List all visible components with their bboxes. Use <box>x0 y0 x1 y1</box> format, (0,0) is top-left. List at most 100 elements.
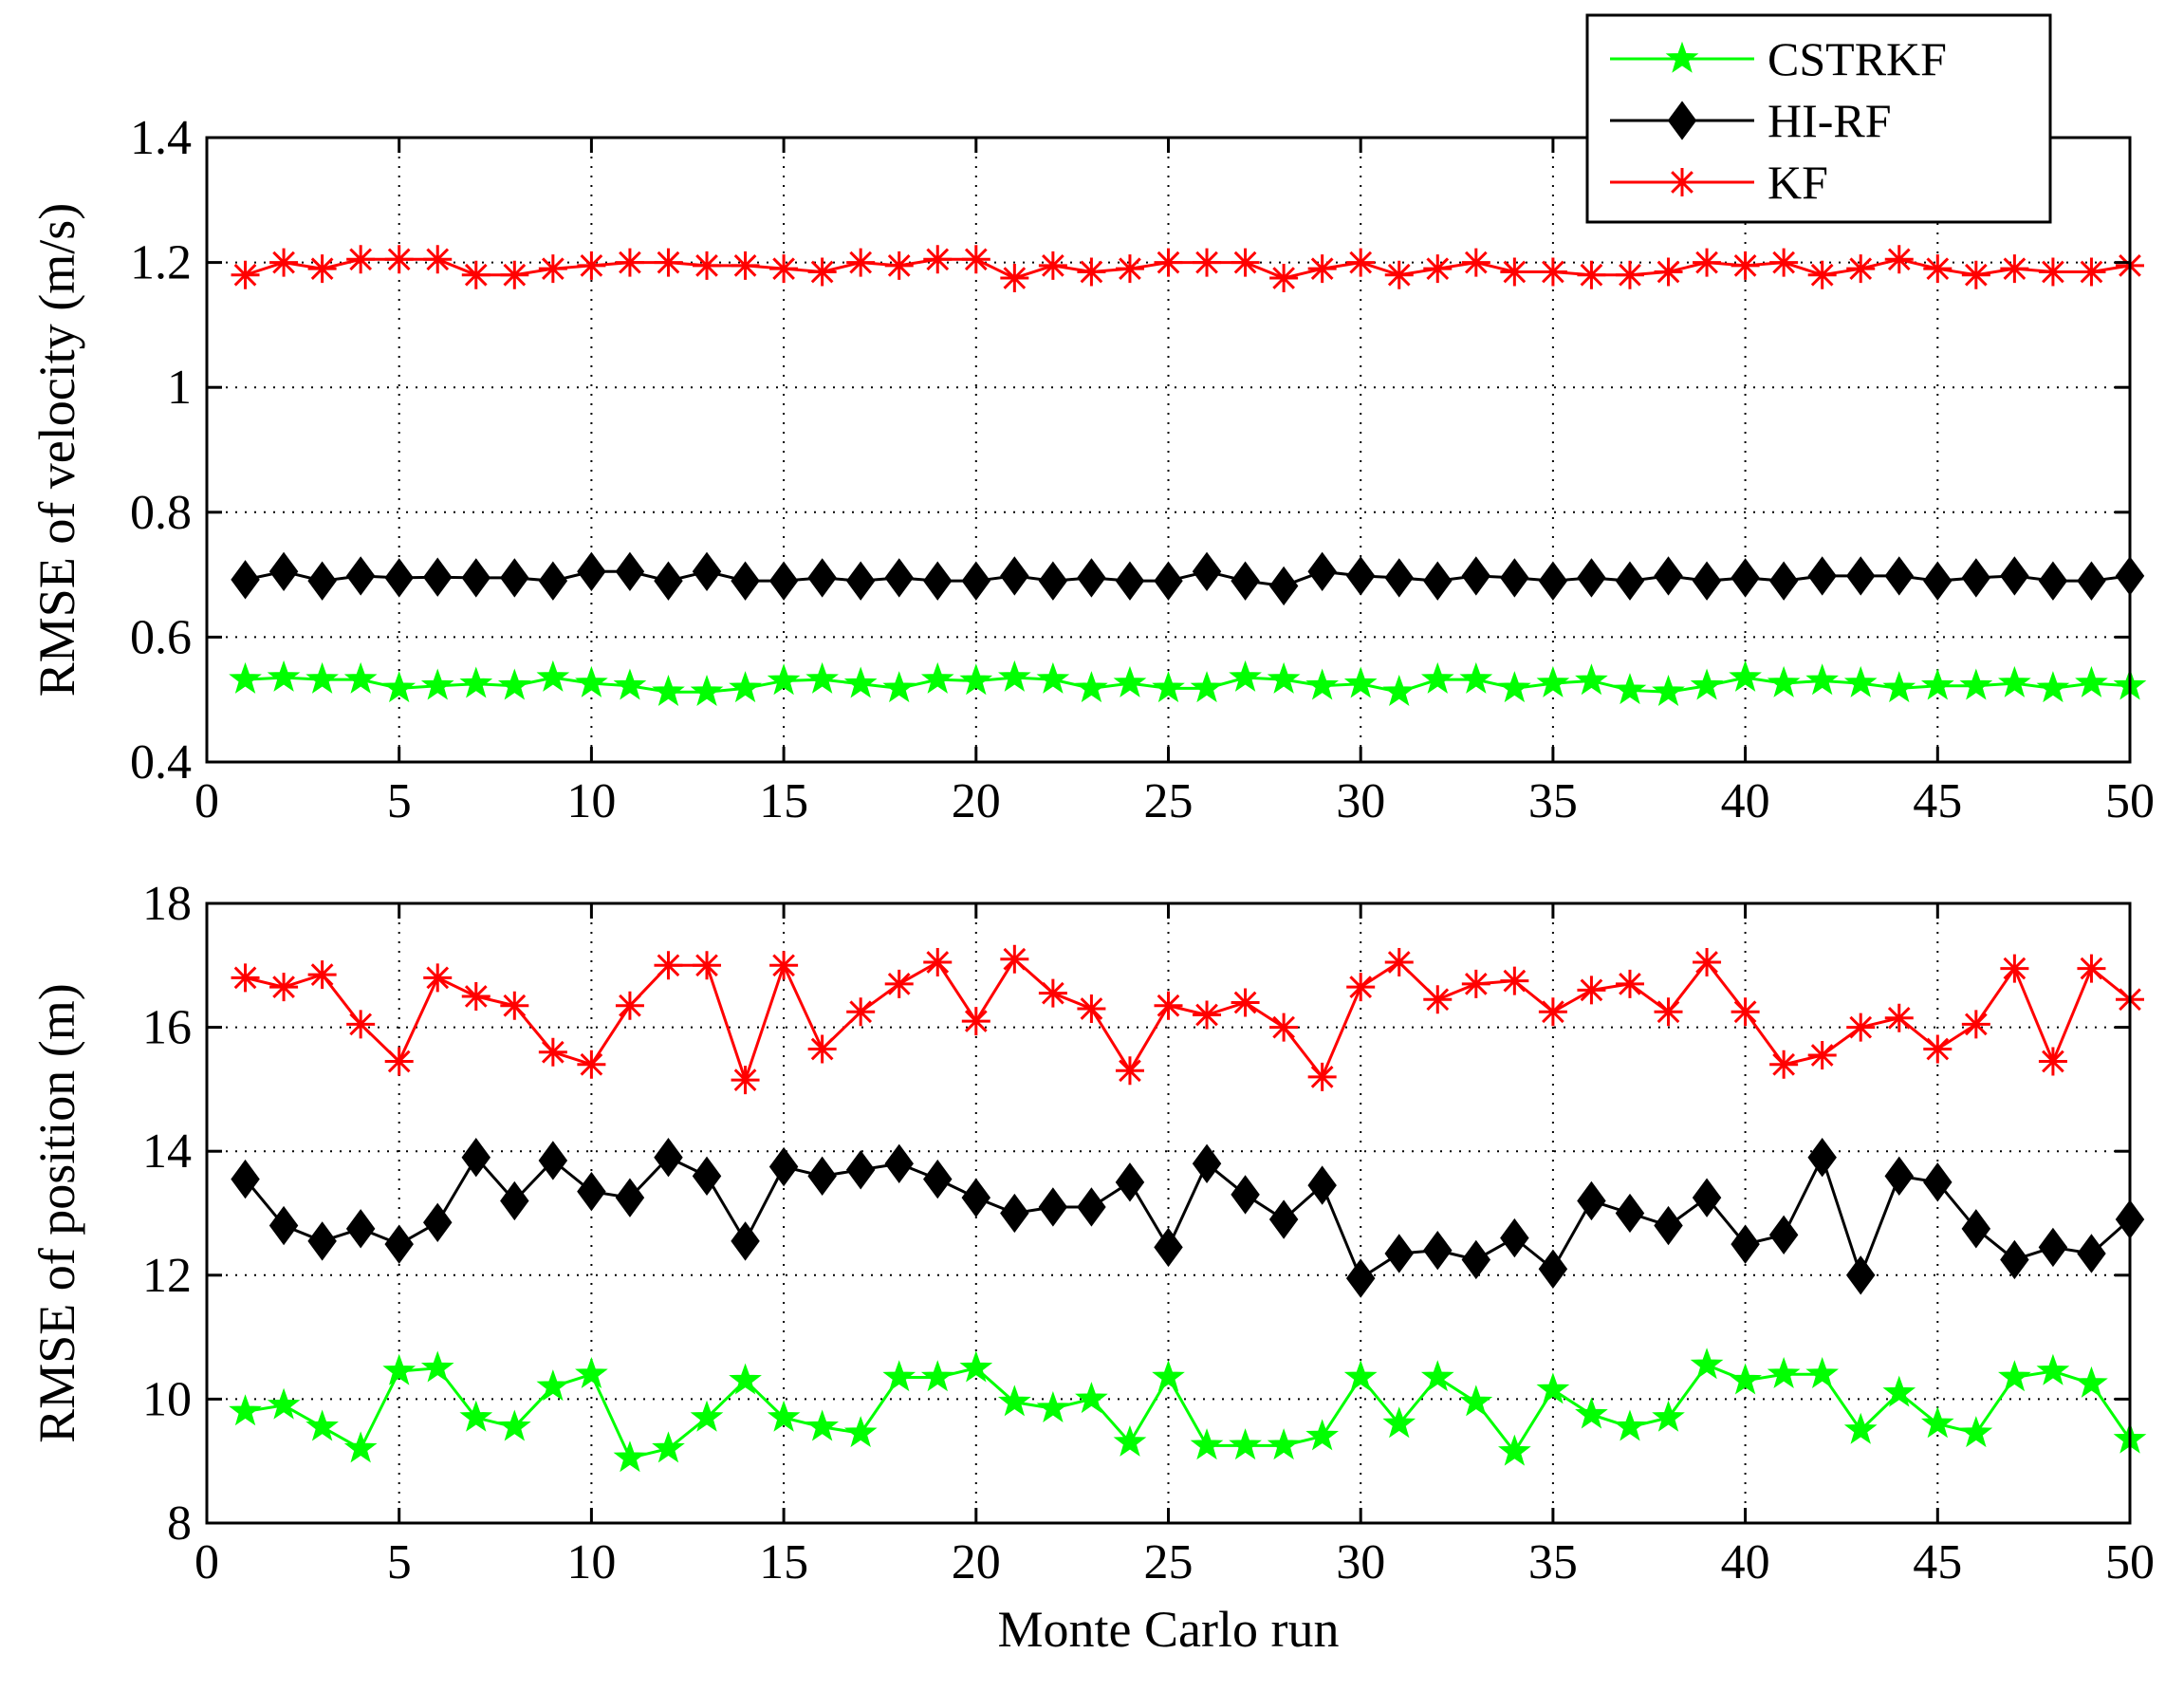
y-tick-label: 16 <box>142 1001 192 1055</box>
data-point-cstrkf <box>613 1440 647 1473</box>
data-point-kf <box>769 254 799 284</box>
data-point-kf <box>269 973 299 1002</box>
x-tick-label: 5 <box>387 1535 412 1589</box>
data-point-hi-rf <box>1654 1205 1683 1246</box>
data-point-hi-rf <box>2077 561 2106 601</box>
data-point-kf <box>1461 969 1490 998</box>
data-point-kf <box>1193 1000 1222 1030</box>
data-point-cstrkf <box>575 665 608 697</box>
data-point-hi-rf <box>461 1138 491 1178</box>
data-point-hi-rf <box>1807 556 1837 596</box>
data-point-kf <box>1961 260 1990 289</box>
data-point-kf <box>923 245 953 274</box>
data-point-cstrkf <box>305 1409 339 1441</box>
data-point-hi-rf <box>231 560 260 600</box>
data-point-kf <box>615 991 644 1020</box>
data-point-cstrkf <box>382 671 416 703</box>
data-point-cstrkf <box>1229 660 1262 692</box>
data-point-kf <box>1193 248 1222 277</box>
x-tick-label: 50 <box>2105 774 2155 828</box>
data-point-hi-rf <box>731 1221 760 1261</box>
legend-marker-cstrkf <box>1665 41 1699 73</box>
data-point-cstrkf <box>1305 668 1340 700</box>
data-point-cstrkf <box>1190 1428 1224 1460</box>
data-point-cstrkf <box>1575 663 1608 696</box>
data-point-kf <box>346 245 376 274</box>
data-point-hi-rf <box>1345 1258 1376 1298</box>
data-point-kf <box>1000 944 1029 974</box>
data-point-cstrkf <box>536 1369 570 1402</box>
data-point-cstrkf <box>1036 661 1070 694</box>
data-point-kf <box>1846 254 1876 284</box>
x-tick-label: 25 <box>1144 1535 1194 1589</box>
data-point-hi-rf <box>692 551 722 591</box>
data-point-cstrkf <box>575 1357 608 1389</box>
y-tick-label: 14 <box>142 1124 192 1179</box>
series-cstrkf <box>229 660 2147 707</box>
data-point-cstrkf <box>420 668 454 700</box>
data-point-hi-rf <box>1654 556 1683 596</box>
y-tick-label: 1.4 <box>130 111 192 165</box>
data-point-cstrkf <box>729 1363 762 1395</box>
data-point-kf <box>1154 991 1183 1020</box>
data-point-kf <box>731 1066 760 1095</box>
data-point-kf <box>307 960 337 990</box>
data-point-kf <box>1693 248 1722 277</box>
data-point-cstrkf <box>997 1384 1031 1417</box>
data-point-kf <box>961 1007 990 1036</box>
y-axis-label: RMSE of position (m) <box>28 983 85 1443</box>
x-tick-label: 15 <box>759 774 808 828</box>
legend: CSTRKF HI-RF KF <box>1585 13 2052 224</box>
data-point-hi-rf <box>1115 561 1145 601</box>
data-point-cstrkf <box>1843 1412 1878 1444</box>
legend-label: KF <box>1768 156 1828 209</box>
data-point-kf <box>1769 248 1799 277</box>
data-point-kf <box>2077 257 2106 287</box>
data-point-cstrkf <box>497 1409 531 1441</box>
data-point-kf <box>1461 248 1490 277</box>
data-point-hi-rf <box>538 561 568 601</box>
data-point-cstrkf <box>1767 1357 1801 1389</box>
data-point-cstrkf <box>920 1360 954 1392</box>
data-point-cstrkf <box>1613 1409 1647 1441</box>
data-point-hi-rf <box>1384 1234 1414 1273</box>
x-tick-label: 15 <box>759 1535 808 1589</box>
data-point-kf <box>1077 994 1106 1024</box>
x-tick-label: 0 <box>194 774 219 828</box>
data-point-hi-rf <box>1461 1239 1491 1280</box>
y-tick-label: 8 <box>167 1496 192 1551</box>
data-point-cstrkf <box>1998 665 2031 697</box>
data-point-hi-rf <box>345 1209 376 1249</box>
series-hi-rf <box>231 551 2145 606</box>
data-point-cstrkf <box>997 660 1031 692</box>
data-point-hi-rf <box>884 558 914 598</box>
data-point-cstrkf <box>1959 668 1993 700</box>
series-kf <box>231 944 2144 1095</box>
data-point-kf <box>1615 260 1644 289</box>
data-point-kf <box>1731 251 1760 280</box>
data-point-kf <box>1038 978 1067 1008</box>
x-tick-label: 30 <box>1336 1535 1385 1589</box>
data-point-kf <box>1384 260 1414 289</box>
data-point-kf <box>1231 988 1260 1017</box>
data-point-hi-rf <box>1423 561 1453 601</box>
data-point-cstrkf <box>729 671 762 703</box>
series-hi-rf <box>231 1138 2145 1298</box>
x-tick-label: 10 <box>566 774 616 828</box>
data-point-hi-rf <box>538 1141 568 1180</box>
data-point-hi-rf <box>577 1171 606 1212</box>
data-point-kf <box>1346 973 1376 1002</box>
data-point-cstrkf <box>1343 666 1378 698</box>
data-point-hi-rf <box>845 1150 876 1190</box>
y-tick-label: 10 <box>142 1372 192 1426</box>
data-point-cstrkf <box>420 1350 454 1383</box>
y-tick-label: 0.4 <box>130 735 192 790</box>
plot-velocity: 0 5 10 15 20 25 30 35 40 45 50 0.4 0.6 0.8 1 1.2 1.4 RMSE… <box>28 111 2155 828</box>
data-point-hi-rf <box>307 561 337 601</box>
data-point-kf <box>538 254 567 284</box>
data-point-kf <box>846 997 876 1027</box>
data-point-hi-rf <box>1077 1187 1106 1227</box>
data-point-kf <box>231 963 260 993</box>
data-point-cstrkf <box>1536 1372 1570 1404</box>
